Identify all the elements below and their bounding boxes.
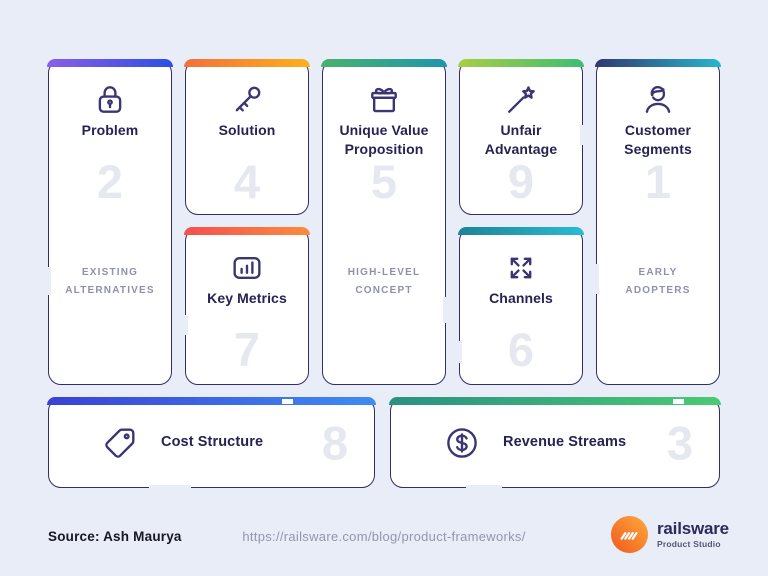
card-unfair-advantage: Unfair Advantage 9 (458, 59, 584, 215)
key-icon (186, 81, 308, 119)
channels-gradient-bar (458, 227, 584, 236)
revenue-streams-number: 3 (666, 416, 693, 470)
expand-arrows-icon (460, 249, 582, 287)
solution-gradient-bar (184, 59, 310, 68)
unfair-advantage-title: Unfair Advantage (484, 122, 558, 157)
bar-chart-icon (186, 249, 308, 287)
uvp-sublabel: HIGH-LEVEL CONCEPT (347, 267, 421, 296)
source-credit: Source: Ash Maurya (48, 529, 182, 544)
revenue-streams-title: Revenue Streams (503, 434, 627, 451)
problem-sublabel: EXISTING ALTERNATIVES (65, 267, 155, 296)
uvp-gradient-bar (321, 59, 447, 68)
card-revenue-streams: Revenue Streams 3 (389, 397, 721, 489)
uvp-number: 5 (370, 155, 398, 208)
problem-gradient-bar (47, 59, 173, 68)
railsware-tagline: Product Studio (657, 539, 721, 550)
solution-number: 4 (233, 155, 261, 208)
card-cost-structure: Cost Structure 8 (47, 397, 376, 489)
unfair-advantage-gradient-bar (458, 59, 584, 68)
solution-title: Solution (218, 122, 276, 138)
key-metrics-title: Key Metrics (207, 290, 287, 306)
railsware-logo: railsware Product Studio (611, 516, 729, 553)
problem-number: 2 (96, 155, 124, 208)
card-solution: Solution 4 (184, 59, 310, 215)
key-metrics-gradient-bar (184, 227, 310, 236)
channels-title: Channels (489, 290, 553, 306)
card-customer-segments: Customer Segments 1 EARLY ADOPTERS (595, 59, 721, 385)
customer-segments-sublabel: EARLY ADOPTERS (625, 267, 691, 296)
revenue-streams-gradient-bar (389, 397, 721, 406)
railsware-wordmark: railsware (657, 518, 729, 538)
person-icon (597, 81, 719, 119)
card-problem: Problem 2 EXISTING ALTERNATIVES (47, 59, 173, 385)
key-metrics-number: 7 (233, 323, 261, 376)
gift-icon (323, 81, 445, 119)
card-channels: Channels 6 (458, 227, 584, 385)
customer-segments-gradient-bar (595, 59, 721, 68)
railsware-logo-icon (611, 516, 648, 553)
customer-segments-title: Customer Segments (624, 122, 692, 157)
magic-wand-icon (460, 81, 582, 119)
price-tag-icon (101, 399, 139, 487)
card-key-metrics: Key Metrics 7 (184, 227, 310, 385)
cost-structure-number: 8 (321, 416, 348, 470)
channels-number: 6 (507, 323, 535, 376)
problem-title: Problem (81, 122, 139, 138)
lock-icon (49, 81, 171, 119)
customer-segments-number: 1 (644, 155, 672, 208)
unfair-advantage-number: 9 (507, 155, 535, 208)
card-unique-value-proposition: Unique Value Proposition 5 HIGH-LEVEL CO… (321, 59, 447, 385)
cost-structure-gradient-bar (47, 397, 376, 406)
cost-structure-title: Cost Structure (161, 434, 264, 451)
uvp-title: Unique Value Proposition (339, 122, 429, 157)
dollar-circle-icon (443, 399, 481, 487)
blog-url: https://railsware.com/blog/product-frame… (242, 529, 526, 544)
